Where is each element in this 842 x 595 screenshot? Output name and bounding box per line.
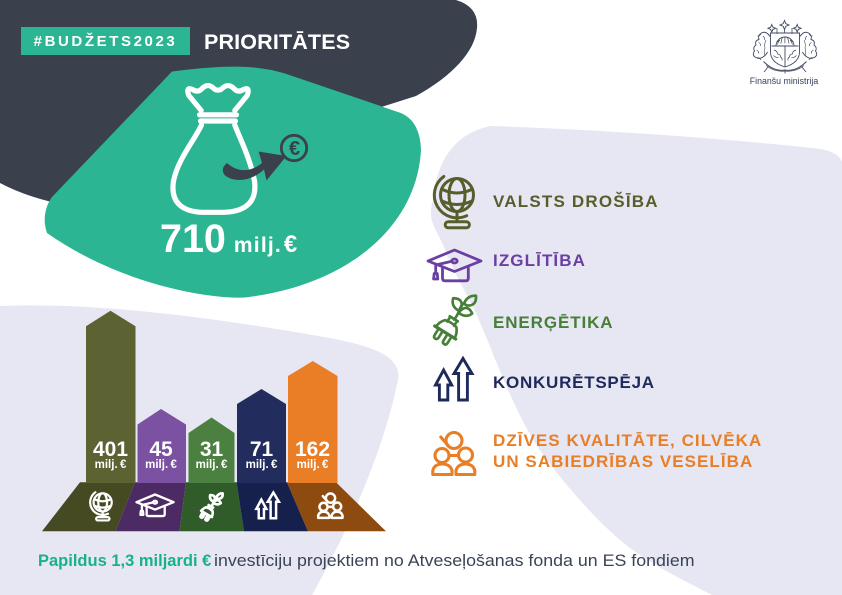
svg-text:€: € <box>289 138 300 160</box>
